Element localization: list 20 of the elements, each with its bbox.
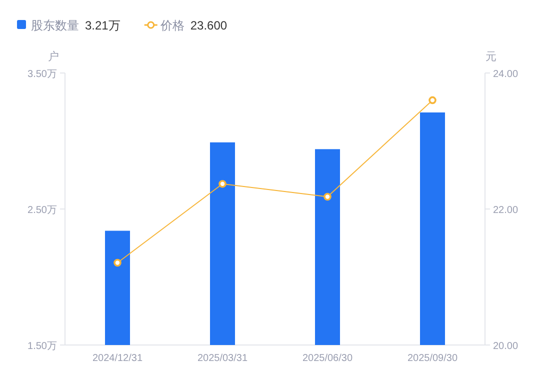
point bbox=[428, 96, 436, 104]
text: 3.21万 bbox=[85, 18, 120, 32]
point bbox=[218, 180, 226, 188]
point bbox=[324, 192, 332, 201]
x-tick-label: 2025/09/30 bbox=[407, 353, 458, 364]
x-tick-label: 2025/06/30 bbox=[302, 353, 353, 364]
y-axis-title: 户 bbox=[48, 50, 59, 63]
x-tick-label: 2025/03/31 bbox=[197, 353, 248, 364]
legend-label: 价格 bbox=[159, 18, 184, 32]
x-tick-label: 2024/12/31 bbox=[92, 353, 143, 364]
point bbox=[114, 258, 122, 267]
y-tick-label: 1.50万 bbox=[28, 341, 57, 352]
y-tick-label: 3.50万 bbox=[28, 69, 57, 80]
y-tick-label: 2.50万 bbox=[28, 205, 57, 216]
y2-tick-label: 20.00 bbox=[493, 341, 518, 352]
y2-axis-title: 元 bbox=[486, 51, 496, 63]
y2-tick-label: 22.00 bbox=[493, 205, 518, 216]
text: 23.600 bbox=[190, 18, 228, 32]
y2-tick-label: 24.00 bbox=[493, 69, 518, 80]
legend-label: 股东数量 bbox=[31, 18, 79, 32]
